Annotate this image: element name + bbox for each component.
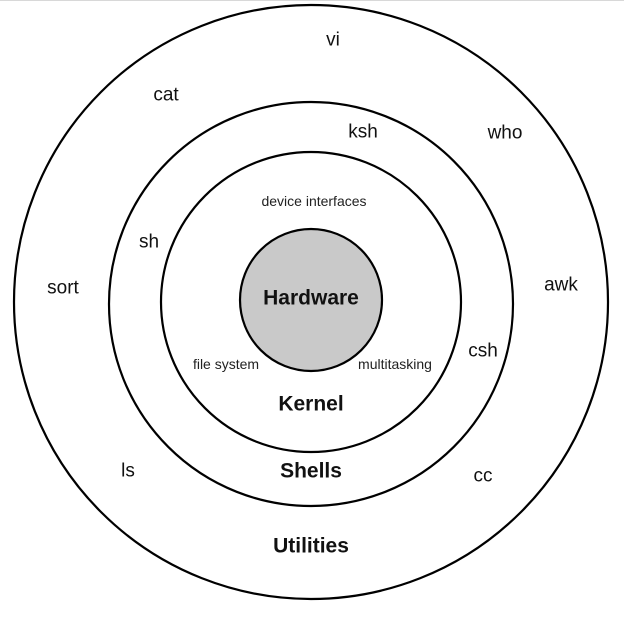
shells-ring — [107, 100, 515, 508]
vi-label: vi — [326, 29, 340, 51]
device-interfaces-label: device interfaces — [261, 193, 367, 209]
shells-label: Shells — [280, 459, 342, 483]
sort-label: sort — [47, 277, 79, 299]
csh-label: csh — [468, 340, 498, 362]
kernel-label: Kernel — [278, 392, 344, 416]
hardware-label: Hardware — [263, 286, 359, 310]
kernel-ring — [159, 150, 463, 454]
who-label: who — [487, 122, 523, 144]
cc-label: cc — [473, 465, 493, 487]
utilities-label: Utilities — [273, 534, 349, 558]
file-system-label: file system — [192, 356, 260, 372]
ksh-label: ksh — [348, 121, 378, 143]
utilities-ring — [12, 3, 610, 601]
cat-label: cat — [153, 84, 179, 106]
awk-label: awk — [544, 274, 578, 296]
multitasking-label: multitasking — [358, 356, 432, 372]
hardware-core — [238, 227, 384, 373]
ls-label: ls — [121, 460, 135, 482]
sh-label: sh — [138, 231, 160, 253]
